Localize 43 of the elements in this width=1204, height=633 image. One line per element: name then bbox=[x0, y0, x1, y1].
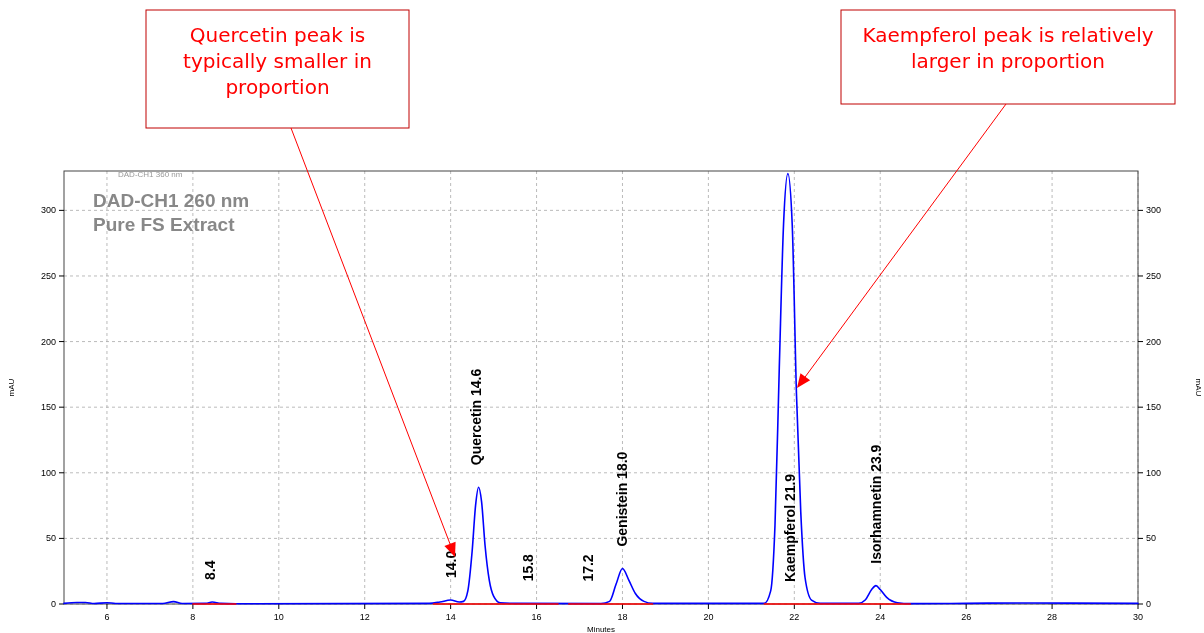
y2-tick-label: 250 bbox=[1146, 270, 1162, 281]
text: DAD-CH1 260 nm bbox=[93, 190, 250, 211]
y-tick-label: 0 bbox=[50, 599, 56, 609]
y2-tick-label: 50 bbox=[1146, 533, 1157, 544]
y-tick-label: 200 bbox=[40, 336, 56, 347]
x-tick-label: 22 bbox=[789, 612, 800, 622]
x-tick-label: 28 bbox=[1047, 612, 1058, 622]
x-tick-label: 26 bbox=[961, 612, 972, 622]
annotation: 17.2 bbox=[580, 554, 597, 582]
y-tick-label: 300 bbox=[40, 205, 56, 216]
y2-tick-label: 150 bbox=[1146, 402, 1162, 413]
text: Quercetin peak is typically smaller in proportion bbox=[183, 23, 372, 99]
y2-tick-label: 300 bbox=[1146, 205, 1162, 216]
x-tick-label: 8 bbox=[190, 612, 196, 622]
x-tick-label: 6 bbox=[104, 612, 110, 622]
x-tick-label: 14 bbox=[445, 612, 456, 622]
x-tick-label: 30 bbox=[1132, 612, 1144, 622]
y2-axis-title: mAU bbox=[1194, 378, 1203, 397]
y-axis-title: mAU bbox=[7, 378, 16, 397]
x-tick-label: 16 bbox=[531, 612, 542, 622]
annotation: Kaempferol 21.9 bbox=[782, 473, 799, 582]
text: Pure FS Extract bbox=[93, 214, 236, 235]
annotation: Genistein 18.0 bbox=[614, 451, 631, 547]
y-tick-label: 250 bbox=[40, 270, 56, 281]
annotation: Quercetin 14.6 bbox=[468, 368, 485, 466]
y2-tick-label: 0 bbox=[1146, 599, 1152, 609]
x-tick-label: 20 bbox=[703, 612, 714, 622]
x-axis-title: Minutes bbox=[586, 625, 616, 633]
x-tick-label: 24 bbox=[875, 612, 886, 622]
y-tick-label: 100 bbox=[40, 467, 56, 478]
y2-tick-label: 100 bbox=[1146, 467, 1162, 478]
x-tick-label: 18 bbox=[617, 612, 628, 622]
line-series bbox=[63, 172, 1139, 605]
x-tick-label: 12 bbox=[359, 612, 370, 622]
y-tick-label: 150 bbox=[40, 402, 56, 413]
y2-tick-label: 200 bbox=[1146, 336, 1162, 347]
annotation: 15.8 bbox=[519, 553, 536, 582]
x-tick-label: 10 bbox=[273, 612, 284, 622]
text: Kaempferol peak is relatively larger in proportion bbox=[862, 23, 1154, 73]
annotation: 8.4 bbox=[202, 560, 219, 581]
y-tick-label: 50 bbox=[45, 533, 56, 544]
annotation: DAD-CH1 360 nm bbox=[118, 170, 183, 179]
annotation: Isorhamnetin 23.9 bbox=[867, 444, 884, 564]
